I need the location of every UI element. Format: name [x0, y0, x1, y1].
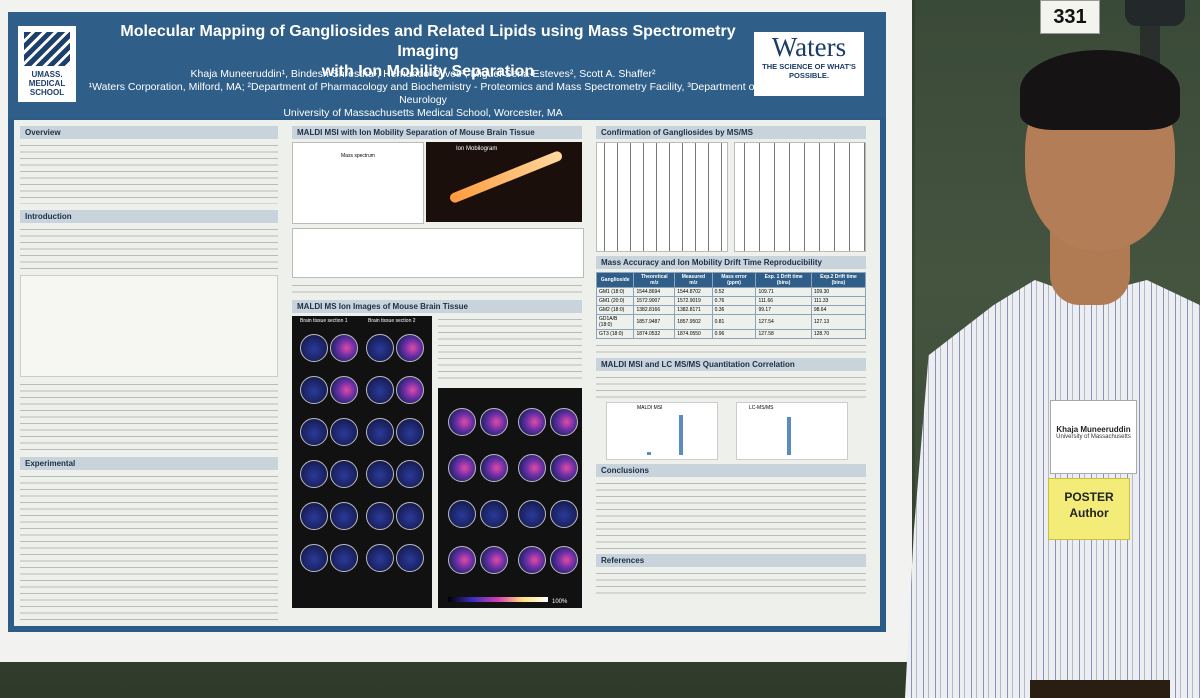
table-row: GM1 (20:0) 1572.9007 1572.9019 0.76 111.66 11…	[595, 296, 867, 306]
table-header-cell: Ganglioside	[595, 272, 635, 288]
conclusions-text	[596, 480, 866, 550]
ion-images-caption	[438, 316, 582, 382]
pole-clip	[1125, 0, 1185, 26]
table-row: GM2 (18:0) 1382.8166 1382.8171 0.36 99.17 98.…	[595, 305, 867, 315]
mass-accuracy-table: Ganglioside Theoretical m/z Measured m/z Ma…	[595, 272, 867, 339]
maldi-msi-chart: MALDI MSI	[606, 402, 718, 460]
table-cell: 111.33	[810, 296, 867, 306]
section-experimental: Experimental	[20, 457, 278, 470]
poster: UMASS. MEDICAL SCHOOL Molecular Mapping …	[8, 12, 886, 632]
table-cell: 1544.8702	[674, 287, 713, 297]
section-mass-accuracy: Mass Accuracy and Ion Mobility Drift Tim…	[596, 256, 866, 269]
table-caption	[596, 342, 866, 354]
table-row: GT3 (18:0) 1874.0532 1874.0550 0.96 127.58 12…	[595, 329, 867, 339]
table-cell: 109.71	[755, 287, 812, 297]
waters-logo: Waters THE SCIENCE OF WHAT'S POSSIBLE.	[754, 32, 864, 96]
section-maldi-ims: MALDI MSI with Ion Mobility Separation o…	[292, 126, 582, 139]
ganglioside-structure-figure	[20, 275, 278, 377]
table-cell: GM2 (18:0)	[595, 305, 635, 315]
umass-logo: UMASS. MEDICAL SCHOOL	[18, 26, 76, 102]
table-header-cell: Mass error (ppm)	[711, 272, 757, 288]
msms-spectra	[596, 142, 866, 252]
table-cell: 128.70	[810, 329, 867, 339]
table-cell: 1382.8171	[674, 305, 713, 315]
table-cell: 1857.9487	[633, 314, 676, 330]
quantitation-text	[596, 374, 866, 398]
poster-authors: Khaja Muneeruddin¹, Bindesh Shrestha¹, H…	[88, 68, 758, 119]
references-text	[596, 570, 866, 596]
name-badge: Khaja Muneeruddin University of Massachu…	[1050, 400, 1137, 474]
maldi-ims-figure: Mass spectrum Ion Mobilogram	[292, 142, 584, 282]
table-cell: 127.13	[810, 314, 867, 330]
middle-column: MALDI MSI with Ion Mobility Separation o…	[292, 126, 584, 608]
quantitation-charts: MALDI MSI LC-MS/MS	[596, 398, 866, 460]
introduction-text-2	[20, 381, 278, 451]
table-row: GD1A/B (18:0) 1857.9487 1857.9502 0.81 127.5…	[595, 314, 867, 330]
left-column: Overview Introduction Experimental	[20, 126, 278, 623]
poster-body: Overview Introduction Experimental MALDI…	[14, 120, 880, 626]
section-quantitation: MALDI MSI and LC MS/MS Quantitation Corr…	[596, 358, 866, 371]
table-cell: GM1 (20:0)	[595, 296, 635, 306]
table-cell: 0.76	[711, 296, 757, 306]
table-cell: 0.36	[711, 305, 757, 315]
table-cell: 1572.9007	[633, 296, 676, 306]
table-cell: 99.17	[755, 305, 812, 315]
ion-images-panel-sulfatide: 100%	[438, 388, 582, 608]
section-introduction: Introduction	[20, 210, 278, 223]
experimental-text	[20, 473, 278, 623]
table-cell: 1857.9502	[674, 314, 713, 330]
poster-header: UMASS. MEDICAL SCHOOL Molecular Mapping …	[8, 12, 886, 119]
section-ion-images: MALDI MS Ion Images of Mouse Brain Tissu…	[292, 300, 582, 313]
maldi-ims-caption	[292, 282, 582, 296]
table-cell: 0.81	[711, 314, 757, 330]
table-cell: 98.64	[810, 305, 867, 315]
booth-number: 331	[1040, 0, 1100, 34]
table-header-cell: Exp.2 Drift time (bins)	[810, 272, 867, 288]
ion-images-panel-gm: Brain tissue section 1 Brain tissue sect…	[292, 316, 432, 608]
table-cell: 111.66	[755, 296, 812, 306]
ion-mobilogram-image: Ion Mobilogram	[426, 142, 582, 222]
belt	[1030, 680, 1170, 698]
table-cell: GM1 (18:0)	[595, 287, 635, 297]
table-cell: 1382.8166	[633, 305, 676, 315]
table-cell: 1544.8694	[633, 287, 676, 297]
ion-images-figure: Brain tissue section 1 Brain tissue sect…	[292, 316, 582, 608]
poster-board: UMASS. MEDICAL SCHOOL Molecular Mapping …	[0, 0, 912, 662]
person-hair	[1020, 50, 1180, 130]
poster-title: Molecular Mapping of Gangliosides and Re…	[120, 23, 736, 80]
mass-spectrum-plot: Mass spectrum	[292, 142, 424, 224]
table-header-cell: Measured m/z	[674, 272, 713, 288]
table-cell: 1874.0532	[633, 329, 676, 339]
introduction-text	[20, 226, 278, 271]
msms-spectrum-2	[734, 142, 866, 252]
table-header-cell: Theoretical m/z	[633, 272, 676, 288]
table-cell: GT3 (18:0)	[595, 329, 635, 339]
section-confirmation: Confirmation of Gangliosides by MS/MS	[596, 126, 866, 139]
extracted-spectra-strip	[292, 228, 584, 278]
table-cell: GD1A/B (18:0)	[595, 314, 635, 330]
lc-msms-chart: LC-MS/MS	[736, 402, 848, 460]
table-cell: 127.58	[755, 329, 812, 339]
poster-author-ribbon: POSTER Author	[1048, 478, 1130, 540]
table-cell: 1572.9019	[674, 296, 713, 306]
table-cell: 0.96	[711, 329, 757, 339]
table-cell: 109.30	[810, 287, 867, 297]
right-column: Confirmation of Gangliosides by MS/MS Ma…	[595, 126, 867, 596]
section-conclusions: Conclusions	[596, 464, 866, 477]
table-row: GM1 (18:0) 1544.8694 1544.8702 0.52 109.71 10…	[595, 287, 867, 297]
msms-spectrum-1	[596, 142, 728, 252]
table-cell: 127.54	[755, 314, 812, 330]
table-cell: 1874.0550	[674, 329, 713, 339]
table-cell: 0.52	[711, 287, 757, 297]
section-overview: Overview	[20, 126, 278, 139]
table-header-cell: Exp. 1 Drift time (bins)	[755, 272, 812, 288]
section-references: References	[596, 554, 866, 567]
overview-text	[20, 142, 278, 204]
